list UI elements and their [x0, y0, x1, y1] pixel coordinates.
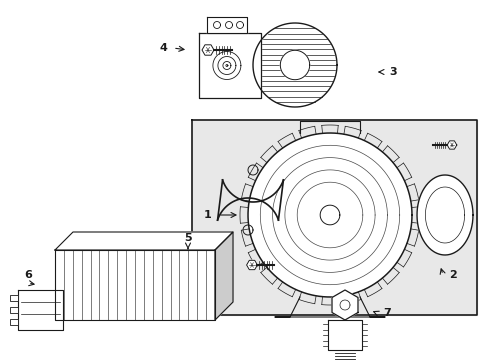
Polygon shape — [18, 290, 63, 330]
Polygon shape — [331, 290, 357, 320]
Bar — [10, 295, 18, 301]
Text: 5: 5 — [184, 233, 191, 243]
Polygon shape — [192, 120, 476, 315]
Polygon shape — [55, 250, 215, 320]
Text: 6: 6 — [24, 270, 32, 280]
Polygon shape — [247, 133, 411, 297]
Bar — [10, 319, 18, 325]
Polygon shape — [327, 320, 361, 350]
Polygon shape — [252, 23, 336, 107]
Text: 1: 1 — [203, 210, 211, 220]
Bar — [10, 307, 18, 313]
Polygon shape — [246, 260, 257, 270]
Polygon shape — [202, 45, 214, 55]
Polygon shape — [280, 50, 309, 80]
Polygon shape — [206, 17, 246, 33]
Polygon shape — [320, 205, 339, 225]
Polygon shape — [416, 175, 472, 255]
Polygon shape — [199, 33, 261, 98]
Text: 7: 7 — [382, 308, 390, 318]
Text: 3: 3 — [388, 67, 396, 77]
Polygon shape — [55, 232, 232, 250]
Polygon shape — [447, 141, 456, 149]
Text: 2: 2 — [448, 270, 456, 280]
Text: 4: 4 — [159, 43, 166, 53]
Polygon shape — [215, 232, 232, 320]
